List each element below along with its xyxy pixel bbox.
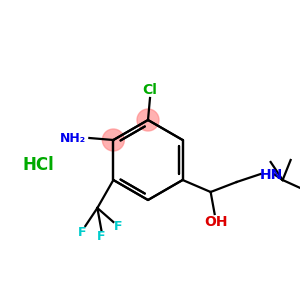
Text: F: F	[78, 226, 87, 238]
Text: F: F	[114, 220, 123, 233]
Text: HN: HN	[260, 168, 283, 182]
Text: Cl: Cl	[142, 83, 158, 97]
Text: HCl: HCl	[22, 156, 54, 174]
Text: NH₂: NH₂	[60, 131, 86, 145]
Text: F: F	[97, 230, 106, 244]
Text: OH: OH	[204, 215, 227, 229]
Circle shape	[137, 109, 159, 131]
Circle shape	[102, 129, 124, 151]
